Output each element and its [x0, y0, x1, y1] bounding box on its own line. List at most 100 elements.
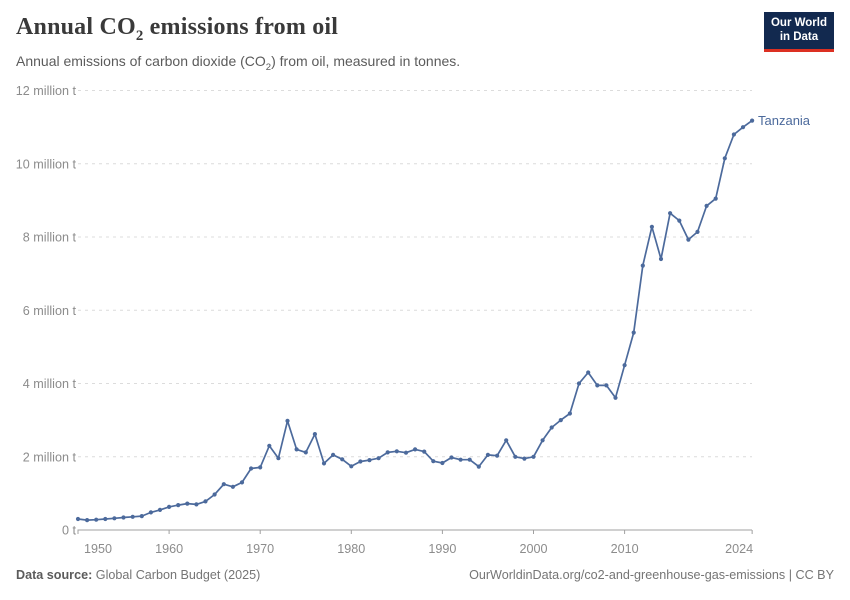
chart-footer: Data source: Global Carbon Budget (2025)… — [16, 568, 834, 582]
data-point[interactable] — [649, 224, 655, 229]
owid-logo[interactable]: Our World in Data — [763, 12, 834, 52]
data-point[interactable] — [713, 196, 718, 201]
data-point[interactable] — [203, 499, 208, 504]
data-point[interactable] — [249, 466, 254, 471]
data-point[interactable] — [622, 363, 627, 368]
data-point[interactable] — [668, 211, 673, 216]
data-point[interactable] — [276, 456, 281, 461]
data-point[interactable] — [403, 450, 409, 455]
data-point[interactable] — [440, 460, 445, 466]
data-point[interactable] — [613, 395, 618, 400]
data-point[interactable] — [504, 438, 509, 443]
credit-link[interactable]: OurWorldinData.org/co2-and-greenhouse-ga… — [469, 568, 834, 582]
data-point[interactable] — [75, 516, 81, 522]
x-axis-label: 1960 — [155, 542, 183, 556]
x-axis-label: 2024 — [725, 542, 753, 556]
data-point[interactable] — [148, 510, 153, 515]
data-point[interactable] — [431, 459, 436, 464]
data-point[interactable] — [576, 381, 582, 386]
data-source-value: Global Carbon Budget (2025) — [92, 568, 261, 582]
chart-subtitle-subscript: 2 — [265, 61, 272, 73]
data-point[interactable] — [176, 503, 181, 508]
y-axis-label: 0 t — [62, 524, 77, 538]
data-point[interactable] — [212, 492, 217, 497]
chart-title: Annual CO2 emissions from oil — [16, 14, 834, 45]
data-point[interactable] — [722, 156, 727, 161]
chart-subtitle-text: Annual emissions of carbon dioxide (CO — [16, 52, 266, 69]
data-point[interactable] — [121, 515, 126, 520]
data-point[interactable] — [704, 203, 709, 208]
data-point[interactable] — [731, 132, 737, 137]
data-source-label: Data source: — [16, 568, 93, 582]
data-point[interactable] — [394, 449, 399, 454]
data-point[interactable] — [686, 237, 691, 242]
data-point[interactable] — [167, 504, 172, 509]
data-point[interactable] — [230, 484, 235, 489]
data-point[interactable] — [631, 330, 636, 335]
data-point[interactable] — [549, 425, 554, 430]
data-point[interactable] — [422, 449, 427, 454]
chart-subtitle-text-suffix: ) from oil, measured in tonnes. — [271, 52, 461, 69]
x-axis-label: 1980 — [337, 542, 365, 556]
data-point[interactable] — [458, 457, 463, 462]
data-point[interactable] — [321, 461, 327, 466]
data-point[interactable] — [103, 516, 108, 522]
data-point[interactable] — [85, 518, 90, 523]
data-point[interactable] — [485, 452, 490, 457]
data-point[interactable] — [658, 256, 664, 262]
data-point[interactable] — [367, 458, 372, 463]
data-point[interactable] — [495, 453, 500, 458]
data-point[interactable] — [358, 459, 363, 464]
data-point[interactable] — [239, 480, 245, 485]
data-point[interactable] — [567, 411, 573, 416]
data-point[interactable] — [413, 447, 418, 452]
data-point[interactable] — [376, 456, 381, 461]
data-point[interactable] — [331, 452, 336, 457]
data-point[interactable] — [513, 454, 518, 459]
data-point[interactable] — [385, 450, 390, 455]
data-point[interactable] — [558, 418, 563, 423]
data-point[interactable] — [595, 383, 600, 388]
chart-title-subscript: 2 — [135, 27, 144, 44]
chart-subtitle: Annual emissions of carbon dioxide (CO2)… — [16, 53, 834, 73]
data-point[interactable] — [531, 454, 536, 459]
data-point[interactable] — [94, 517, 99, 522]
data-point[interactable] — [467, 457, 472, 462]
data-point[interactable] — [349, 464, 354, 469]
y-axis-label: 12 million t — [16, 84, 77, 98]
data-point[interactable] — [695, 229, 700, 234]
chart-title-text: Annual CO — [16, 14, 136, 40]
data-point[interactable] — [522, 456, 527, 461]
data-point[interactable] — [449, 455, 454, 460]
data-point[interactable] — [604, 383, 609, 388]
entity-label: Tanzania — [758, 113, 811, 128]
data-point[interactable] — [340, 457, 345, 462]
chart-title-text-suffix: emissions from oil — [143, 14, 339, 40]
data-point[interactable] — [540, 438, 545, 443]
owid-logo-line2: in Data — [779, 30, 819, 43]
data-point[interactable] — [294, 447, 299, 452]
data-point[interactable] — [258, 465, 263, 470]
data-point[interactable] — [221, 482, 226, 487]
data-point[interactable] — [677, 218, 682, 223]
data-point[interactable] — [476, 464, 481, 469]
data-point[interactable] — [740, 125, 746, 130]
data-point[interactable] — [586, 370, 591, 375]
data-point[interactable] — [285, 418, 290, 423]
data-point[interactable] — [640, 263, 645, 268]
data-point[interactable] — [139, 514, 144, 519]
data-point[interactable] — [185, 501, 190, 506]
owid-logo-line1: Our World — [770, 17, 827, 29]
data-point[interactable] — [194, 502, 199, 507]
y-axis-label: 8 million t — [23, 231, 77, 245]
data-point[interactable] — [267, 443, 272, 448]
data-point[interactable] — [157, 507, 163, 512]
data-point[interactable] — [303, 450, 308, 455]
data-point[interactable] — [750, 118, 755, 123]
x-axis-label: 2000 — [519, 542, 547, 556]
data-point[interactable] — [312, 432, 317, 437]
data-point[interactable] — [130, 514, 135, 519]
data-point[interactable] — [112, 516, 117, 521]
